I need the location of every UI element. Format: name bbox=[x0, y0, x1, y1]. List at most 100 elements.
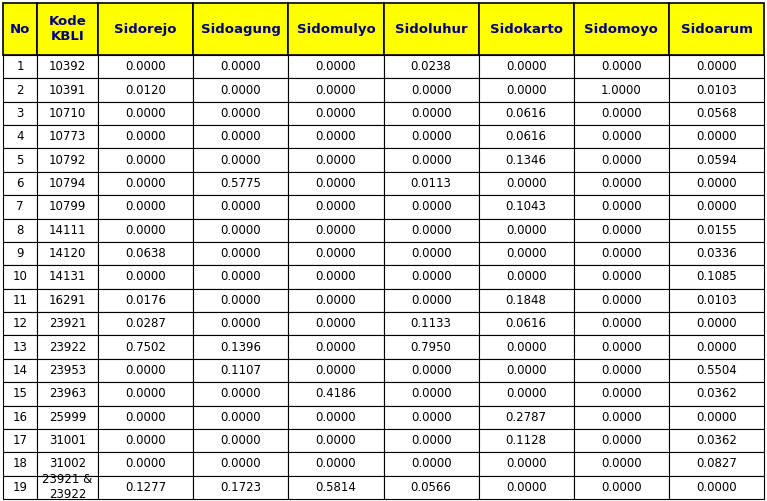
Text: 0.0000: 0.0000 bbox=[220, 200, 261, 213]
Text: 0.0000: 0.0000 bbox=[316, 434, 356, 447]
Text: 0.0000: 0.0000 bbox=[601, 341, 642, 354]
Text: 0.0000: 0.0000 bbox=[220, 271, 261, 284]
Bar bbox=[193, 382, 288, 405]
Bar bbox=[479, 218, 574, 242]
Text: 0.0000: 0.0000 bbox=[125, 434, 166, 447]
Text: 0.1128: 0.1128 bbox=[505, 434, 547, 447]
Bar bbox=[37, 405, 98, 429]
Text: 14: 14 bbox=[12, 364, 28, 377]
Text: Sidoagung: Sidoagung bbox=[201, 23, 281, 36]
Bar bbox=[288, 336, 384, 359]
Bar bbox=[574, 3, 669, 55]
Text: 16: 16 bbox=[12, 411, 28, 424]
Text: 0.0638: 0.0638 bbox=[125, 247, 166, 260]
Bar bbox=[98, 429, 193, 452]
Text: 0.0000: 0.0000 bbox=[316, 364, 356, 377]
Text: 1.0000: 1.0000 bbox=[601, 84, 642, 97]
Text: 1: 1 bbox=[16, 60, 24, 73]
Text: 0.0000: 0.0000 bbox=[601, 411, 642, 424]
Text: Sidoluhur: Sidoluhur bbox=[395, 23, 467, 36]
Bar bbox=[574, 405, 669, 429]
Text: 0.0000: 0.0000 bbox=[316, 107, 356, 120]
Bar bbox=[98, 242, 193, 266]
Text: 0.0616: 0.0616 bbox=[505, 107, 547, 120]
Bar bbox=[193, 405, 288, 429]
Text: 0.0000: 0.0000 bbox=[411, 271, 451, 284]
Bar bbox=[3, 78, 37, 102]
Bar bbox=[574, 452, 669, 475]
Bar bbox=[384, 312, 479, 336]
Bar bbox=[98, 78, 193, 102]
Text: 0.1277: 0.1277 bbox=[125, 481, 166, 494]
Text: 0.0155: 0.0155 bbox=[696, 224, 737, 237]
Text: 0.0000: 0.0000 bbox=[220, 84, 261, 97]
Text: 0.0362: 0.0362 bbox=[696, 387, 737, 400]
Bar bbox=[384, 289, 479, 312]
Text: 0.0000: 0.0000 bbox=[316, 457, 356, 470]
Bar bbox=[288, 475, 384, 499]
Text: 0.0000: 0.0000 bbox=[696, 411, 737, 424]
Bar bbox=[98, 102, 193, 125]
Text: 15: 15 bbox=[12, 387, 28, 400]
Text: 0.0176: 0.0176 bbox=[125, 294, 166, 307]
Bar bbox=[669, 242, 764, 266]
Bar bbox=[669, 359, 764, 382]
Bar bbox=[479, 405, 574, 429]
Text: 0.1396: 0.1396 bbox=[220, 341, 262, 354]
Text: 0.0000: 0.0000 bbox=[411, 154, 451, 167]
Text: 0.0000: 0.0000 bbox=[696, 177, 737, 190]
Text: 0.5504: 0.5504 bbox=[696, 364, 737, 377]
Bar bbox=[193, 452, 288, 475]
Bar bbox=[98, 289, 193, 312]
Text: 23921: 23921 bbox=[49, 317, 86, 330]
Text: 0.0000: 0.0000 bbox=[125, 224, 166, 237]
Text: 0.0000: 0.0000 bbox=[601, 224, 642, 237]
Bar bbox=[669, 382, 764, 405]
Bar bbox=[669, 148, 764, 172]
Bar bbox=[98, 475, 193, 499]
Text: 0.0000: 0.0000 bbox=[696, 60, 737, 73]
Bar bbox=[288, 266, 384, 289]
Bar bbox=[3, 55, 37, 78]
Text: 0.0000: 0.0000 bbox=[601, 130, 642, 143]
Text: 0.0000: 0.0000 bbox=[601, 200, 642, 213]
Bar bbox=[98, 125, 193, 148]
Text: 10799: 10799 bbox=[49, 200, 86, 213]
Bar bbox=[384, 172, 479, 195]
Text: 0.0000: 0.0000 bbox=[316, 294, 356, 307]
Bar bbox=[3, 289, 37, 312]
Bar bbox=[98, 336, 193, 359]
Bar bbox=[669, 3, 764, 55]
Bar bbox=[193, 336, 288, 359]
Bar bbox=[3, 452, 37, 475]
Bar bbox=[574, 359, 669, 382]
Text: 10773: 10773 bbox=[49, 130, 86, 143]
Bar bbox=[3, 475, 37, 499]
Text: 0.0000: 0.0000 bbox=[316, 224, 356, 237]
Bar bbox=[98, 218, 193, 242]
Text: 0.0000: 0.0000 bbox=[411, 224, 451, 237]
Bar bbox=[37, 218, 98, 242]
Text: 0.0000: 0.0000 bbox=[316, 130, 356, 143]
Text: 0.5814: 0.5814 bbox=[315, 481, 357, 494]
Text: 0.0000: 0.0000 bbox=[506, 224, 547, 237]
Bar bbox=[37, 289, 98, 312]
Text: 31002: 31002 bbox=[49, 457, 86, 470]
Text: 0.0000: 0.0000 bbox=[220, 411, 261, 424]
Bar bbox=[574, 195, 669, 218]
Bar bbox=[193, 78, 288, 102]
Bar bbox=[669, 289, 764, 312]
Text: 0.0362: 0.0362 bbox=[696, 434, 737, 447]
Bar bbox=[384, 405, 479, 429]
Bar bbox=[98, 172, 193, 195]
Bar bbox=[193, 475, 288, 499]
Bar bbox=[384, 336, 479, 359]
Text: 0.1346: 0.1346 bbox=[505, 154, 547, 167]
Text: 0.0000: 0.0000 bbox=[316, 177, 356, 190]
Text: 0.0287: 0.0287 bbox=[125, 317, 166, 330]
Text: 23921 &
23922: 23921 & 23922 bbox=[42, 473, 93, 501]
Bar bbox=[479, 429, 574, 452]
Text: 0.1723: 0.1723 bbox=[220, 481, 262, 494]
Text: 0.0000: 0.0000 bbox=[316, 154, 356, 167]
Text: 0.0616: 0.0616 bbox=[505, 130, 547, 143]
